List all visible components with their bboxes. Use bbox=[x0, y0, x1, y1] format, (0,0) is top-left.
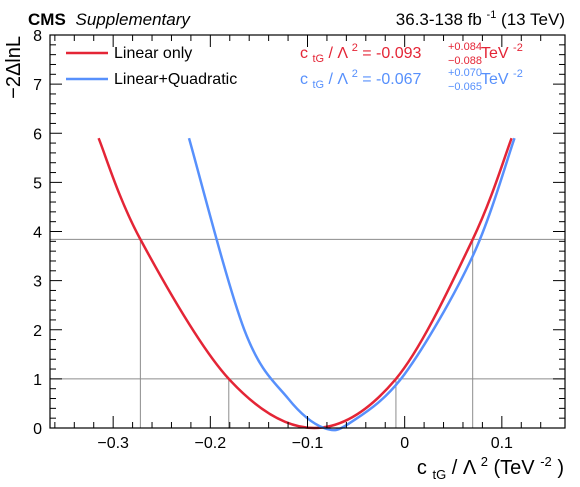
result-subscript: tG bbox=[312, 53, 324, 65]
y-tick-label: 8 bbox=[33, 28, 42, 45]
y-tick-label: 0 bbox=[33, 421, 42, 438]
result-subscript: tG bbox=[312, 79, 324, 91]
result-unit: TeV bbox=[481, 45, 509, 62]
y-tick-label: 7 bbox=[33, 77, 42, 94]
x-tick-label: −0.2 bbox=[195, 435, 227, 452]
result-unit: TeV bbox=[481, 71, 509, 88]
result-symbol: c bbox=[300, 71, 308, 88]
lumi-exponent: -1 bbox=[487, 9, 497, 21]
x-tick-label: −0.1 bbox=[292, 435, 324, 452]
legend-label-linear-only: Linear only bbox=[114, 45, 192, 62]
fit-result-linear-quadratic: c tG / Λ 2 = -0.067 +0.070 −0.065 TeV -2 bbox=[300, 64, 523, 93]
series-line-linear-quadratic bbox=[187, 137, 516, 432]
lumi-prefix: 36.3-138 fb bbox=[396, 10, 482, 29]
result-value: = -0.093 bbox=[362, 45, 421, 62]
result-unit-sup: -2 bbox=[513, 68, 523, 80]
fit-result-linear-only: c tG / Λ 2 = -0.093 +0.084 −0.088 TeV -2 bbox=[300, 38, 523, 67]
status-label: Supplementary bbox=[76, 10, 192, 29]
result-symbol: c bbox=[300, 45, 308, 62]
y-axis-ticks: 0 1 2 3 4 5 6 7 8 bbox=[33, 28, 565, 438]
x-axis-subscript: tG bbox=[432, 467, 446, 482]
svg-text:c tG / Λ 2: c tG / Λ 2 = -0.067 bbox=[300, 64, 422, 92]
result-uncertainty-up: +0.070 bbox=[448, 67, 482, 79]
x-tick-label: 0 bbox=[400, 435, 409, 452]
y-tick-label: 6 bbox=[33, 126, 42, 143]
legend-label-linear-quadratic: Linear+Quadratic bbox=[114, 71, 237, 88]
likelihood-curves bbox=[97, 137, 516, 432]
y-tick-label: 3 bbox=[33, 274, 42, 291]
svg-text:c tG / Λ 2: c tG / Λ 2 = -0.093 bbox=[300, 38, 422, 66]
x-axis-ticks: −0.3 −0.2 −0.1 0 0.1 bbox=[54, 35, 542, 452]
x-tick-label: 0.1 bbox=[491, 435, 513, 452]
result-value: = -0.067 bbox=[362, 71, 421, 88]
experiment-name: CMS bbox=[28, 10, 66, 29]
x-axis-sup: 2 bbox=[481, 454, 488, 469]
lumi-label: 36.3-138 fb -1 (13 TeV) bbox=[396, 3, 565, 29]
result-unit-sup: -2 bbox=[513, 42, 523, 54]
legend: Linear only Linear+Quadratic bbox=[66, 45, 237, 88]
result-middle: / Λ bbox=[329, 45, 349, 62]
x-axis-middle: / Λ bbox=[452, 457, 477, 479]
result-uncertainty-down: −0.088 bbox=[448, 55, 482, 67]
svg-text:TeV -2: TeV -2 bbox=[481, 42, 523, 62]
result-uncertainty-down: −0.065 bbox=[448, 81, 482, 93]
svg-text:TeV -2: TeV -2 bbox=[481, 68, 523, 88]
y-axis-title: −2ΔlnL bbox=[3, 36, 25, 99]
result-sup: 2 bbox=[352, 68, 358, 80]
y-tick-label: 4 bbox=[33, 225, 42, 242]
result-middle: / Λ bbox=[329, 71, 349, 88]
y-tick-label: 5 bbox=[33, 175, 42, 192]
x-axis-unit-sup: -2 bbox=[540, 454, 552, 469]
result-sup: 2 bbox=[352, 42, 358, 54]
cms-label: CMS Supplementary bbox=[28, 10, 191, 29]
lumi-suffix: (13 TeV) bbox=[501, 10, 565, 29]
y-tick-label: 1 bbox=[33, 372, 42, 389]
x-axis-unit-open: (TeV bbox=[494, 457, 536, 479]
reference-lines bbox=[50, 238, 565, 428]
x-tick-label: −0.3 bbox=[97, 435, 129, 452]
x-axis-unit-close: ) bbox=[557, 457, 564, 479]
plot-frame bbox=[49, 34, 566, 429]
x-axis-title: c tG / Λ 2 (TeV -2 ) bbox=[417, 449, 564, 484]
series-line-linear-only bbox=[97, 137, 513, 430]
x-axis-symbol: c bbox=[417, 457, 427, 479]
result-uncertainty-up: +0.084 bbox=[448, 41, 482, 53]
y-tick-label: 2 bbox=[33, 323, 42, 340]
